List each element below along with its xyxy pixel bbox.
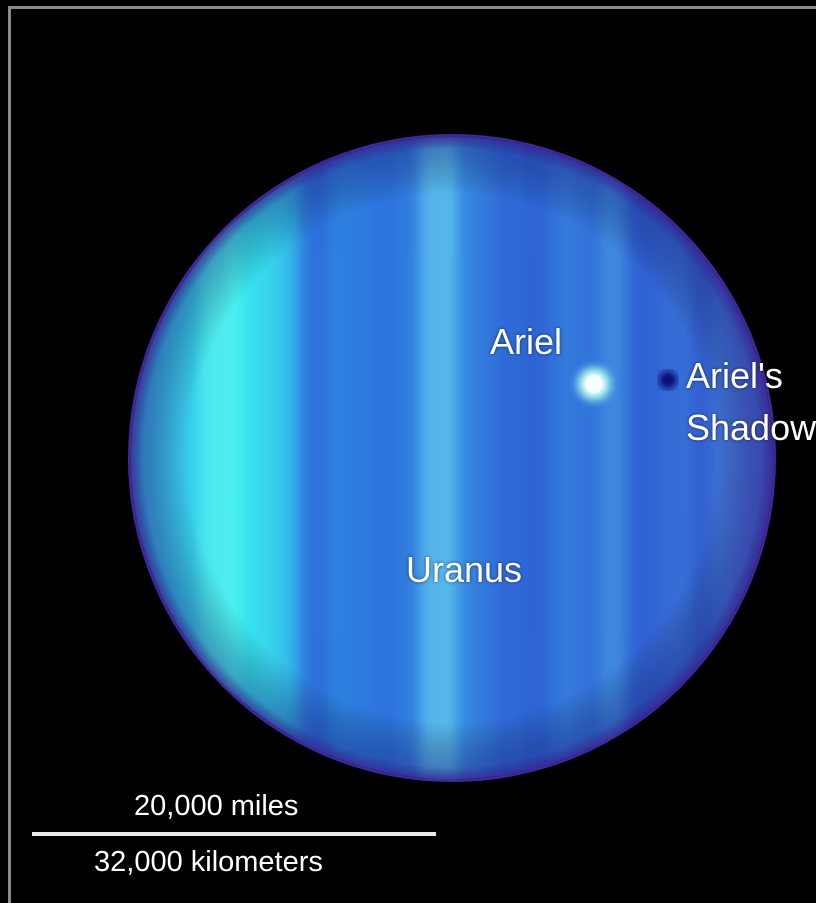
scale-bar [32,832,436,836]
planet-limb-darkening [130,136,774,780]
frame-border-top [8,6,816,9]
scale-kilometers-label: 32,000 kilometers [94,846,323,878]
ariel-label: Ariel [490,321,563,362]
ariel-shadow-spot [659,371,677,389]
ariel-moon-core [585,375,603,393]
frame-border-left [8,6,11,903]
uranus-label: Uranus [406,549,523,590]
ariels-shadow-label-line1: Ariel's [686,355,783,396]
ariels-shadow-label: Ariel's Shadow [686,350,816,454]
scale-miles-label: 20,000 miles [134,790,299,822]
ariels-shadow-label-line2: Shadow [686,407,816,448]
